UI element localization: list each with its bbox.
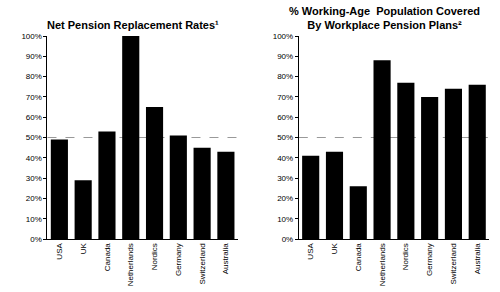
svg-text:70%: 70% bbox=[277, 93, 293, 102]
svg-text:20%: 20% bbox=[26, 194, 42, 203]
svg-text:UK: UK bbox=[79, 243, 88, 255]
svg-text:90%: 90% bbox=[277, 52, 293, 61]
svg-text:Australia: Australia bbox=[222, 243, 231, 275]
svg-text:90%: 90% bbox=[26, 52, 42, 61]
svg-text:Nordics: Nordics bbox=[150, 243, 159, 270]
svg-text:60%: 60% bbox=[26, 113, 42, 122]
svg-text:100%: 100% bbox=[21, 32, 41, 41]
svg-text:Australia: Australia bbox=[473, 243, 482, 275]
svg-text:Net Pension Replacement Rates¹: Net Pension Replacement Rates¹ bbox=[47, 19, 219, 31]
svg-text:UK: UK bbox=[330, 243, 339, 255]
svg-text:Switzerland: Switzerland bbox=[198, 243, 207, 284]
svg-text:10%: 10% bbox=[277, 215, 293, 224]
svg-text:Germany: Germany bbox=[425, 243, 434, 276]
svg-text:80%: 80% bbox=[277, 72, 293, 81]
svg-text:0%: 0% bbox=[30, 235, 42, 244]
svg-text:50%: 50% bbox=[26, 133, 42, 142]
svg-text:60%: 60% bbox=[277, 113, 293, 122]
svg-text:100%: 100% bbox=[273, 32, 293, 41]
svg-text:50%: 50% bbox=[277, 133, 293, 142]
svg-text:80%: 80% bbox=[26, 72, 42, 81]
svg-text:30%: 30% bbox=[277, 174, 293, 183]
svg-text:Netherlands: Netherlands bbox=[378, 243, 387, 286]
svg-text:Canada: Canada bbox=[103, 243, 112, 272]
svg-text:40%: 40% bbox=[26, 154, 42, 163]
svg-text:% Working-Age Population Cove: % Working-Age Population CoveredBy Workp… bbox=[289, 5, 480, 31]
svg-text:USA: USA bbox=[55, 243, 64, 260]
svg-text:Nordics: Nordics bbox=[401, 243, 410, 270]
svg-text:20%: 20% bbox=[277, 194, 293, 203]
svg-text:Canada: Canada bbox=[354, 243, 363, 272]
svg-text:70%: 70% bbox=[26, 93, 42, 102]
svg-text:Netherlands: Netherlands bbox=[126, 243, 135, 286]
svg-text:30%: 30% bbox=[26, 174, 42, 183]
svg-text:USA: USA bbox=[306, 243, 315, 260]
svg-text:Germany: Germany bbox=[174, 243, 183, 276]
svg-text:10%: 10% bbox=[26, 215, 42, 224]
svg-text:40%: 40% bbox=[277, 154, 293, 163]
svg-text:0%: 0% bbox=[282, 235, 294, 244]
svg-text:Switzerland: Switzerland bbox=[449, 243, 458, 284]
